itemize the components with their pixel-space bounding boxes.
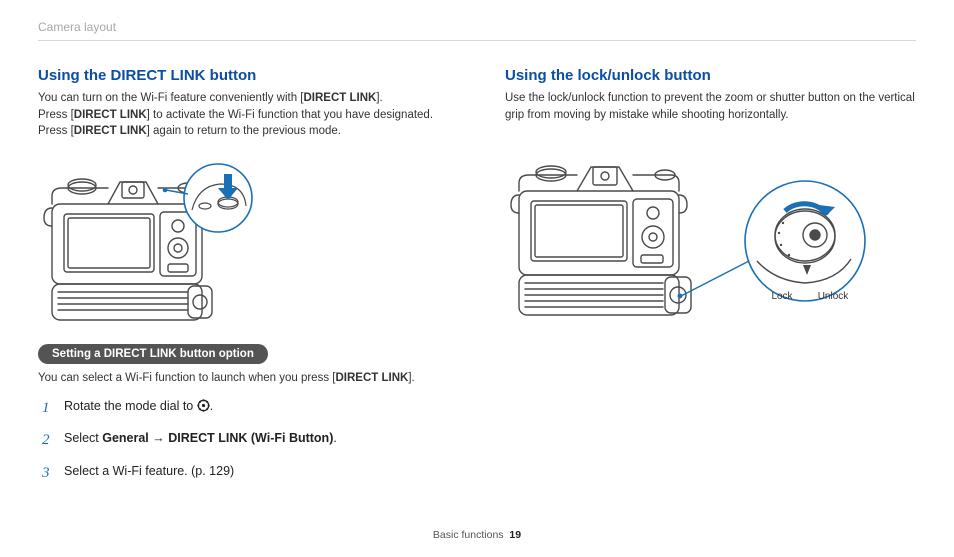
camera-illustration-right: Lock Unlock [505, 131, 909, 343]
text: Rotate the mode dial to [64, 399, 197, 413]
directlink-kw: DIRECT LINK [74, 125, 147, 137]
step-text: Select a Wi-Fi feature. (p. 129) [64, 462, 234, 485]
text: ] to activate the Wi-Fi function that yo… [147, 109, 433, 121]
footer-section: Basic functions [433, 529, 504, 541]
right-para-1: Use the lock/unlock function to prevent … [505, 90, 916, 123]
left-para-3: Press [DIRECT LINK] again to return to t… [38, 123, 449, 140]
text: ]. [408, 372, 414, 384]
pill-heading: Setting a DIRECT LINK button option [38, 344, 268, 364]
text: You can turn on the Wi-Fi feature conven… [38, 92, 304, 104]
left-column: Using the DIRECT LINK button You can tur… [38, 67, 449, 494]
step-number: 3 [42, 462, 54, 485]
mode-dial-icon [197, 399, 210, 412]
left-para-2: Press [DIRECT LINK] to activate the Wi-F… [38, 107, 449, 124]
footer-page-number: 19 [509, 529, 521, 541]
text: Press [ [38, 125, 74, 137]
steps-list: 1 Rotate the mode dial to . 2 Select Gen… [38, 397, 449, 485]
text: . [210, 399, 213, 413]
right-figure: Lock Unlock [505, 131, 916, 343]
divider [38, 40, 916, 41]
bold: General [102, 431, 149, 445]
text: You can select a Wi-Fi function to launc… [38, 372, 335, 384]
directlink-kw: DIRECT LINK [74, 109, 147, 121]
right-title: Using the lock/unlock button [505, 67, 916, 84]
page-footer: Basic functions 19 [0, 529, 954, 541]
step-number: 2 [42, 429, 54, 452]
bold: DIRECT LINK (Wi-Fi Button) [168, 431, 333, 445]
content-columns: Using the DIRECT LINK button You can tur… [38, 67, 916, 494]
unlock-label: Unlock [818, 291, 850, 302]
breadcrumb: Camera layout [38, 20, 916, 34]
callout-circle [184, 164, 252, 232]
camera-illustration-left [38, 148, 268, 332]
text: ]. [376, 92, 382, 104]
text: ] again to return to the previous mode. [147, 125, 341, 137]
text: Press [ [38, 109, 74, 121]
text: → [149, 431, 168, 445]
text: Select [64, 431, 102, 445]
step-text: Select General → DIRECT LINK (Wi-Fi Butt… [64, 429, 337, 452]
left-figure [38, 148, 449, 332]
step-2: 2 Select General → DIRECT LINK (Wi-Fi Bu… [42, 429, 449, 452]
step-text: Rotate the mode dial to . [64, 397, 213, 420]
left-para-1: You can turn on the Wi-Fi feature conven… [38, 90, 449, 107]
right-column: Using the lock/unlock button Use the loc… [505, 67, 916, 494]
lock-label: Lock [771, 291, 793, 302]
step-3: 3 Select a Wi-Fi feature. (p. 129) [42, 462, 449, 485]
step-1: 1 Rotate the mode dial to . [42, 397, 449, 420]
step-number: 1 [42, 397, 54, 420]
left-para-4: You can select a Wi-Fi function to launc… [38, 370, 449, 387]
left-title: Using the DIRECT LINK button [38, 67, 449, 84]
directlink-kw: DIRECT LINK [335, 372, 408, 384]
directlink-kw: DIRECT LINK [304, 92, 377, 104]
text: . [333, 431, 336, 445]
